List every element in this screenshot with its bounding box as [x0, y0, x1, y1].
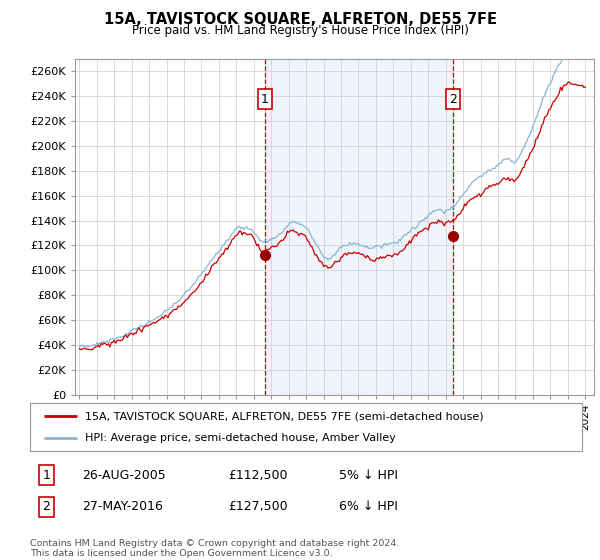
Text: 1: 1: [43, 469, 50, 482]
Text: Price paid vs. HM Land Registry's House Price Index (HPI): Price paid vs. HM Land Registry's House …: [131, 24, 469, 37]
Text: 5% ↓ HPI: 5% ↓ HPI: [339, 469, 398, 482]
Text: £127,500: £127,500: [229, 500, 289, 514]
Text: 6% ↓ HPI: 6% ↓ HPI: [339, 500, 398, 514]
Text: 2: 2: [449, 92, 457, 106]
Text: £112,500: £112,500: [229, 469, 288, 482]
Text: HPI: Average price, semi-detached house, Amber Valley: HPI: Average price, semi-detached house,…: [85, 433, 396, 443]
Text: Contains HM Land Registry data © Crown copyright and database right 2024.
This d: Contains HM Land Registry data © Crown c…: [30, 539, 400, 558]
Text: 2: 2: [43, 500, 50, 514]
Text: 15A, TAVISTOCK SQUARE, ALFRETON, DE55 7FE: 15A, TAVISTOCK SQUARE, ALFRETON, DE55 7F…: [104, 12, 497, 27]
Text: 1: 1: [261, 92, 269, 106]
Bar: [265, 59, 453, 395]
Text: 26-AUG-2005: 26-AUG-2005: [82, 469, 166, 482]
Text: 27-MAY-2016: 27-MAY-2016: [82, 500, 163, 514]
Text: 15A, TAVISTOCK SQUARE, ALFRETON, DE55 7FE (semi-detached house): 15A, TAVISTOCK SQUARE, ALFRETON, DE55 7F…: [85, 411, 484, 421]
